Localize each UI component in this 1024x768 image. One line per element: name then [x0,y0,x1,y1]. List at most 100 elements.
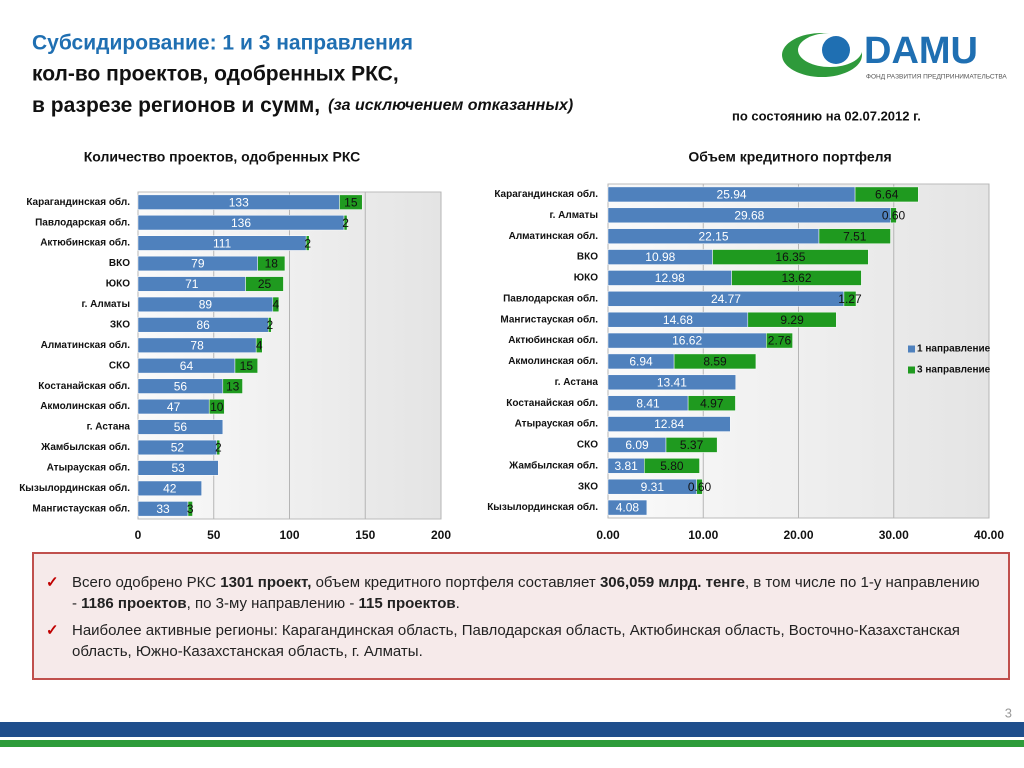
data-label: 86 [196,318,210,332]
y-tick-label: ЮКО [106,279,130,290]
chart-title: Объем кредитного портфеля [688,149,891,165]
page-number: 3 [1005,705,1012,720]
bar-segment [255,337,263,353]
bar-segment [216,439,221,456]
footer-band [0,722,1024,737]
data-label: 16.35 [775,250,805,264]
chart-title: Количество проектов, одобренных РКС [84,149,361,165]
data-label: 4 [273,298,280,312]
bar-segment [137,460,219,476]
y-tick-label: Павлодарская обл. [503,292,598,304]
title-line: кол-во проектов, одобренных РКС, [32,63,399,86]
data-label: 79 [191,257,205,271]
bar-segment [747,311,837,328]
note-text: объем кредитного портфеля составляет [311,574,600,591]
data-label: 7.51 [843,229,867,243]
data-label: 13.41 [657,375,687,389]
logo-circle [822,36,850,64]
data-label: 15 [344,195,358,209]
legend-label: 1 направление [917,344,991,355]
bar-segment [305,235,310,251]
y-tick-label: Карагандинская обл. [26,196,130,208]
note-text: , по 3-му направлению - [186,595,359,612]
bar-segment [234,358,258,374]
bar-segment [607,499,648,516]
bar-segment [137,419,224,435]
x-tick-label: 0.00 [596,528,620,542]
data-label: 111 [213,236,232,250]
note: Всего одобрено РКС 1301 проект, объем кр… [46,572,988,614]
data-label: 8.41 [636,396,660,410]
y-tick-label: Акмолинская обл. [508,355,598,367]
bar-segment [843,291,857,307]
data-label: 56 [174,420,188,434]
data-label: 14.68 [663,313,693,327]
data-label: 3.81 [614,459,638,473]
footer-band [0,740,1024,747]
data-label: 89 [199,298,213,312]
y-tick-label: Акмолинская обл. [40,400,130,412]
title-line: в разрезе регионов и сумм, (за исключение… [32,94,573,117]
bar-segment [272,296,280,313]
notes-box: Всего одобрено РКС 1301 проект, объем кр… [32,552,1010,680]
y-tick-label: г. Астана [555,377,599,388]
note-text: Всего одобрено РКС [72,574,221,591]
data-label: 13.62 [781,271,811,285]
note: Наиболее активные регионы: Карагандинска… [46,620,988,662]
data-label: 42 [163,482,177,496]
data-label: 12.84 [654,417,684,431]
bar-segment [854,186,919,203]
data-label: 9.29 [780,313,804,327]
data-label: 1.27 [838,292,862,306]
x-tick-label: 200 [431,528,451,542]
title-line: в разрезе регионов и сумм, [32,94,320,117]
y-tick-label: Актюбинская обл. [40,237,130,249]
bar-segment [696,478,703,495]
x-tick-label: 40.00 [974,528,1004,542]
x-tick-label: 150 [355,528,375,542]
y-tick-label: СКО [577,440,598,451]
note-text: 1301 проект, [220,574,312,591]
data-label: 136 [231,216,251,230]
y-tick-label: Алматинская обл. [509,230,599,242]
y-tick-label: Костанайская обл. [506,397,598,409]
bar-segment [137,480,202,496]
logo-text: DAMU [864,30,978,72]
data-label: 64 [180,359,194,373]
y-tick-label: Жамбылская обл. [508,459,598,471]
y-tick-label: Кызылординская обл. [487,501,598,513]
title: Субсидирование: 1 и 3 направления [32,32,413,55]
bar-segment [665,437,718,453]
bar-segment [208,398,225,415]
data-label: 5.80 [660,459,684,473]
x-tick-label: 20.00 [783,528,813,542]
data-label: 3 [187,502,194,516]
y-tick-label: ЗКО [578,481,598,492]
data-label: 2 [215,441,222,455]
y-tick-label: Актюбинская обл. [508,334,598,346]
data-label: 4.08 [616,501,640,515]
data-label: 6.09 [625,438,649,452]
data-label: 18 [265,257,279,271]
bar-segment [187,501,193,517]
data-label: 2 [304,236,311,250]
bar-segment [222,378,243,394]
logo-subtitle: ФОНД РАЗВИТИЯ ПРЕДПРИНИМАТЕЛЬСТВА [866,74,1007,81]
data-label: 47 [167,400,181,414]
data-label: 2 [266,318,273,332]
data-label: 8.59 [703,355,727,369]
data-label: 71 [185,277,199,291]
bar-segment [607,374,736,391]
y-tick-label: г. Алматы [549,210,598,221]
data-label: 15 [240,359,254,373]
data-label: 52 [171,441,185,455]
note-text: Наиболее активные регионы: Карагандинска… [72,622,960,660]
y-tick-label: Мангистауская обл. [500,313,598,325]
data-label: 10 [210,400,224,414]
bar-segment [890,207,897,224]
y-tick-label: ЮКО [574,273,598,284]
data-label: 78 [190,338,204,352]
bar-segment [607,416,731,432]
y-tick-label: Павлодарская обл. [35,216,130,228]
